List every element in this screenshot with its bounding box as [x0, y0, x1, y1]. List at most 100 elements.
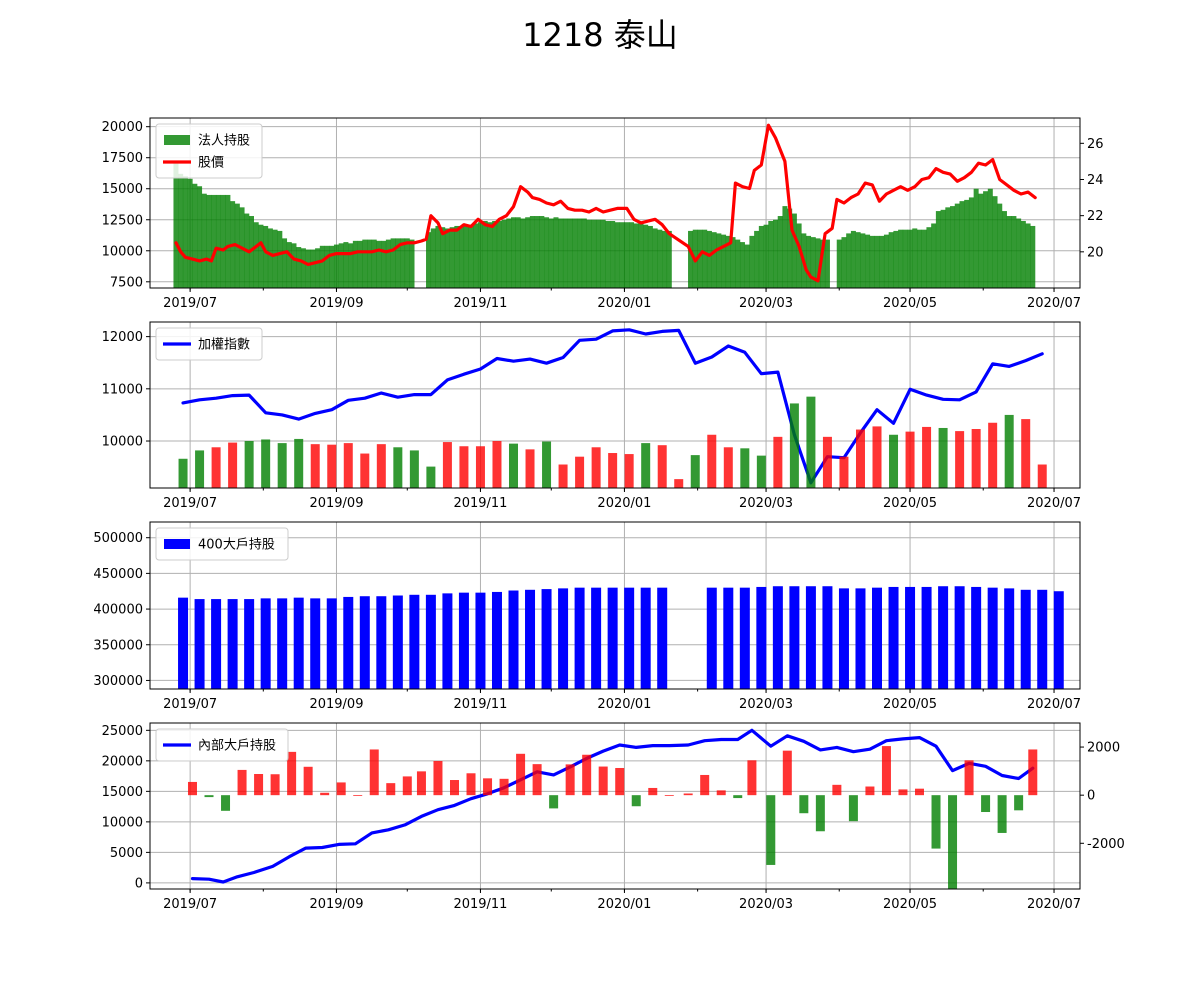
- bar: [987, 188, 993, 288]
- bar: [988, 422, 998, 488]
- bar: [773, 219, 779, 288]
- bar: [553, 217, 559, 288]
- bar: [549, 795, 559, 809]
- bar: [360, 453, 370, 488]
- bar: [905, 431, 915, 488]
- bar: [197, 186, 203, 288]
- bar: [907, 229, 913, 288]
- bar: [558, 464, 568, 488]
- bar: [756, 455, 766, 488]
- bar: [426, 232, 432, 288]
- bar: [860, 233, 866, 288]
- bar: [648, 787, 658, 796]
- y2-tick-label: 20: [1087, 245, 1104, 260]
- bar: [914, 788, 924, 796]
- bar: [454, 225, 460, 288]
- plot-area: [150, 118, 1080, 288]
- bar: [740, 448, 750, 488]
- bar: [948, 795, 958, 889]
- bar: [841, 237, 847, 288]
- x-tick-label: 2020/07: [1027, 697, 1081, 712]
- bar: [874, 235, 880, 288]
- bar: [525, 217, 531, 288]
- chart-price: 2019/07 2019/09 2019/11 2020/01 2020/03 2020/…: [102, 117, 1104, 311]
- y-tick-label: 0: [135, 876, 143, 891]
- bar: [832, 784, 842, 796]
- bar: [534, 216, 540, 288]
- bar: [595, 219, 601, 288]
- x-tick-label: 2020/01: [597, 897, 651, 912]
- bar: [496, 220, 502, 288]
- bar: [475, 592, 486, 689]
- bar: [789, 403, 799, 488]
- bar: [615, 767, 625, 796]
- bar: [614, 222, 620, 288]
- bar: [968, 197, 974, 288]
- bar: [683, 793, 693, 796]
- bar: [305, 249, 311, 288]
- bar: [221, 795, 231, 811]
- bar: [931, 223, 937, 288]
- bar: [1053, 591, 1064, 689]
- legend-box: [155, 527, 289, 561]
- bar: [558, 588, 569, 689]
- bar: [520, 218, 526, 288]
- bar: [277, 443, 287, 488]
- bar: [855, 429, 865, 488]
- bar: [582, 754, 592, 796]
- bar: [444, 228, 450, 288]
- y-tick-label: 20000: [102, 754, 143, 769]
- bar: [888, 586, 899, 689]
- x-tick-label: 2019/09: [309, 296, 363, 311]
- bar: [376, 444, 386, 488]
- bar: [581, 218, 587, 288]
- bar: [744, 244, 750, 288]
- y2-tick-label: 24: [1087, 173, 1104, 188]
- bar: [971, 586, 982, 689]
- bar: [466, 773, 476, 796]
- chart-panels: 2019/07 2019/09 2019/11 2020/01 2020/03 2020/…: [93, 117, 1125, 912]
- y-tick-label: 10000: [102, 435, 143, 450]
- bar: [310, 249, 316, 288]
- y-tick-label: 20000: [102, 120, 143, 135]
- bar: [1001, 211, 1007, 288]
- bar: [499, 778, 509, 796]
- y-tick-label: 400000: [93, 603, 143, 618]
- series-內部大戶持股-line: [190, 728, 1035, 884]
- bar: [477, 222, 483, 288]
- bar: [220, 194, 226, 288]
- bar: [260, 598, 271, 689]
- bar: [766, 795, 776, 865]
- bar: [192, 183, 198, 288]
- bar: [607, 587, 618, 689]
- bar: [782, 206, 788, 288]
- bar: [362, 239, 368, 288]
- bar: [525, 449, 535, 488]
- bar: [756, 586, 767, 689]
- bar: [850, 230, 856, 288]
- bar: [898, 789, 908, 796]
- bar: [357, 240, 363, 288]
- bar: [931, 795, 941, 849]
- bar: [511, 217, 517, 288]
- bar: [303, 766, 313, 796]
- bar: [591, 587, 602, 689]
- bar: [433, 761, 443, 796]
- bar: [291, 243, 297, 288]
- bar: [253, 222, 259, 288]
- bar: [501, 219, 507, 288]
- bar: [600, 219, 606, 288]
- bar: [955, 431, 965, 488]
- bar: [758, 225, 764, 288]
- bar: [640, 587, 651, 689]
- bar: [1030, 225, 1036, 288]
- bar: [254, 774, 264, 796]
- series-加權指數-line: [181, 328, 1044, 485]
- bar: [277, 598, 288, 689]
- bar: [416, 771, 426, 796]
- y2-tick-label: 22: [1087, 209, 1104, 224]
- bar: [763, 224, 769, 288]
- bar: [688, 230, 694, 288]
- bar: [822, 586, 833, 689]
- bar: [386, 783, 396, 796]
